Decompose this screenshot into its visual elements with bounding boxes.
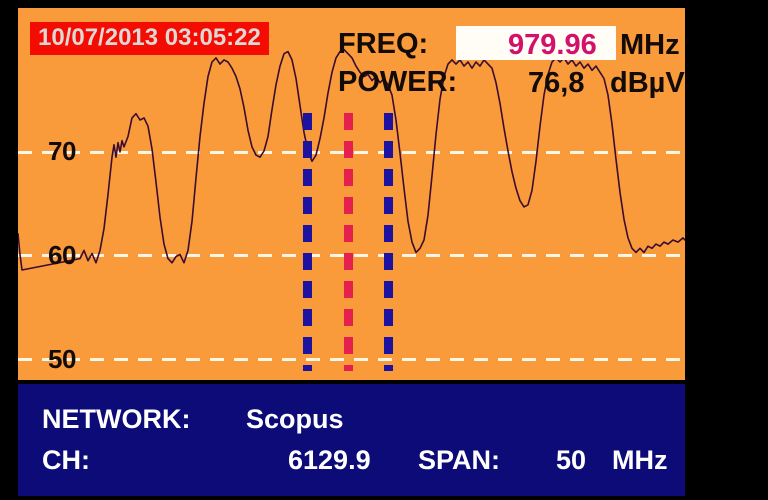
marker-line-left[interactable] bbox=[303, 113, 312, 371]
span-label: SPAN: bbox=[418, 445, 501, 475]
freq-readout-row: FREQ: 979.96 MHz bbox=[338, 26, 685, 64]
y-tick-label-60: 60 bbox=[48, 240, 76, 270]
y-tick-label-50: 50 bbox=[48, 344, 76, 374]
spectrum-trace bbox=[18, 48, 685, 271]
timestamp-badge: 10/07/2013 03:05:22 bbox=[30, 22, 269, 56]
marker-line-center[interactable] bbox=[344, 113, 353, 371]
freq-label: FREQ: bbox=[338, 28, 429, 60]
span-unit: MHz bbox=[612, 445, 668, 475]
freq-value: 979.96 bbox=[508, 29, 597, 61]
marker-line-right[interactable] bbox=[384, 113, 393, 371]
channel-value: 6129.9 bbox=[288, 445, 371, 475]
freq-unit: MHz bbox=[620, 29, 680, 61]
measurement-readout: FREQ: 979.96 MHz POWER: 76,8 dBµV bbox=[338, 26, 685, 100]
info-panel: NETWORK: Scopus CH: 6129.9 SPAN: 50 MHz bbox=[18, 384, 685, 496]
power-readout-row: POWER: 76,8 dBµV bbox=[338, 64, 685, 100]
network-value: Scopus bbox=[246, 404, 344, 434]
freq-value-box bbox=[456, 26, 616, 60]
power-label: POWER: bbox=[338, 66, 458, 98]
spectrum-plot-area[interactable]: 70 60 50 10/07/2013 03:05:22 FREQ: 979.9… bbox=[18, 8, 685, 380]
power-value: 76,8 bbox=[528, 67, 585, 99]
network-label: NETWORK: bbox=[42, 404, 191, 434]
channel-label: CH: bbox=[42, 445, 90, 475]
y-tick-label-70: 70 bbox=[48, 136, 76, 166]
power-unit: dBµV bbox=[610, 67, 685, 99]
span-value: 50 bbox=[556, 445, 587, 475]
